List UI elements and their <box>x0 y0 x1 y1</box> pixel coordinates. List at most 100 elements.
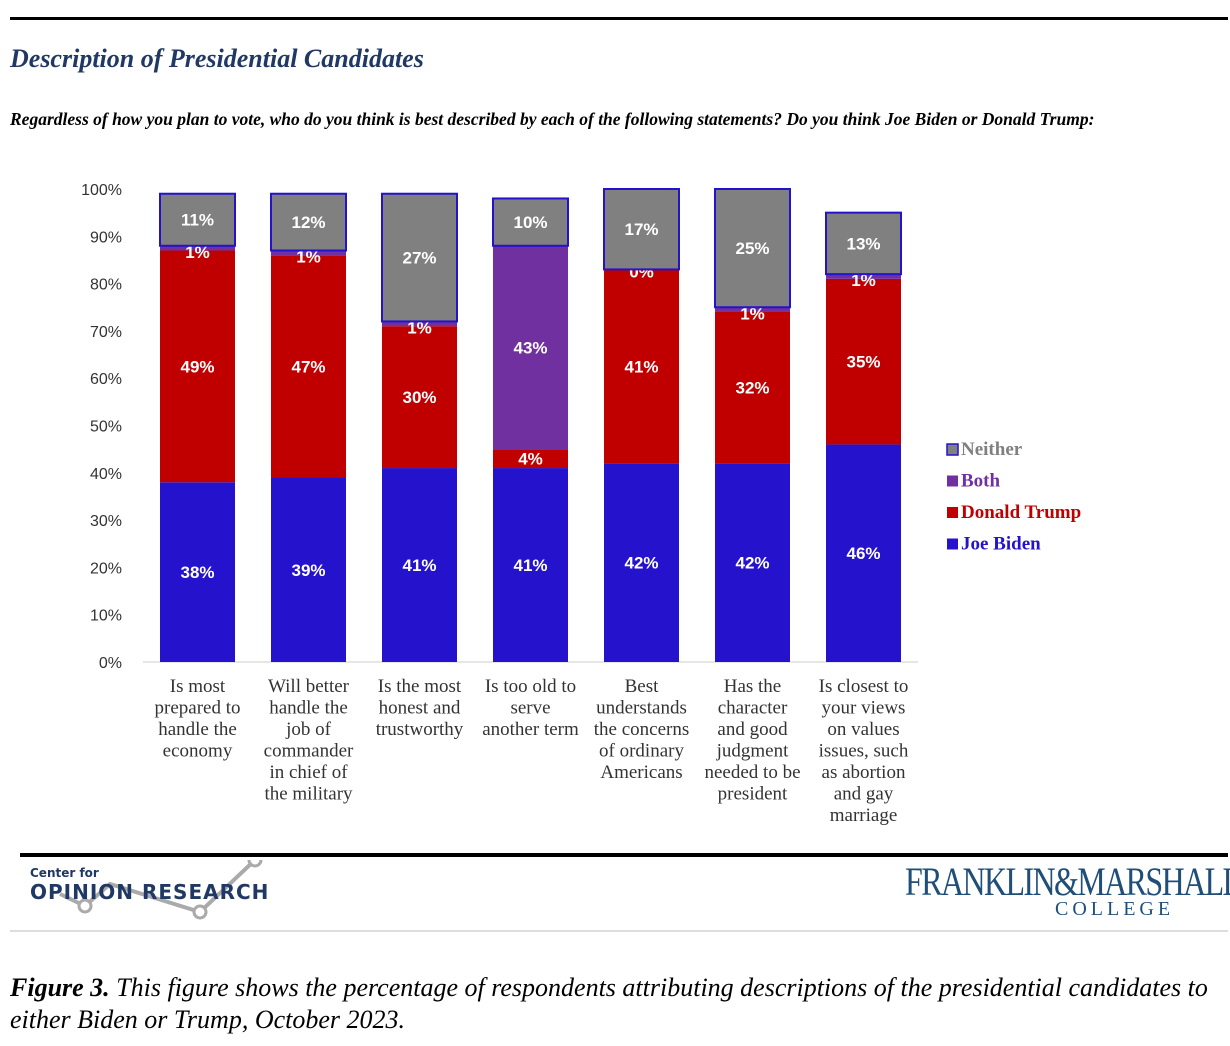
bar-segment-donald-trump <box>715 311 790 464</box>
bar-segment-neither <box>270 192 347 252</box>
x-category-label: president <box>718 784 788 805</box>
y-tick-label: 10% <box>90 608 122 625</box>
bar-segment-both <box>271 250 346 256</box>
x-category-label: Is closest to <box>819 676 909 697</box>
data-label: 47% <box>291 357 325 376</box>
y-tick-label: 80% <box>90 277 122 294</box>
x-category-label: your views <box>822 698 906 719</box>
y-tick-label: 40% <box>90 466 122 483</box>
x-category-label: and good <box>717 719 788 740</box>
x-category-label: job of <box>285 719 332 740</box>
data-label: 1% <box>740 304 765 323</box>
fm-logo-college: COLLEGE <box>1055 898 1175 920</box>
x-category-label: and gay <box>834 784 894 805</box>
x-category-label: Is too old to <box>485 676 576 697</box>
bar-segment-donald-trump <box>160 250 235 483</box>
legend-swatch <box>947 538 958 550</box>
caption-label: Figure 3. <box>10 973 110 1002</box>
bar-segment-both <box>493 245 568 450</box>
x-category-label: handle the <box>158 719 237 740</box>
data-label: 27% <box>402 249 436 268</box>
data-label: 17% <box>624 220 658 239</box>
y-tick-label: 30% <box>90 513 122 530</box>
data-label: 49% <box>180 357 214 376</box>
top-rule <box>10 17 1228 20</box>
legend-entry: Both <box>961 471 1001 492</box>
legend-swatch <box>947 507 958 518</box>
y-tick-label: 60% <box>90 371 122 388</box>
bar-segment-joe-biden <box>604 463 679 662</box>
x-category-label: Best <box>625 676 660 697</box>
legend-swatch <box>947 475 958 487</box>
bar-segment-joe-biden <box>271 477 346 662</box>
x-category-label: the military <box>264 784 353 805</box>
x-category-label: prepared to <box>155 698 241 719</box>
chart-subtitle: Regardless of how you plan to vote, who … <box>10 109 1095 129</box>
bar-segment-neither <box>381 192 458 323</box>
bar-segment-joe-biden <box>715 463 790 662</box>
x-category-label: another term <box>482 719 579 740</box>
y-tick-label: 50% <box>90 419 122 436</box>
x-category-label: marriage <box>830 805 898 826</box>
legend-entry: Neither <box>961 439 1023 460</box>
y-tick-label: 0% <box>99 655 122 672</box>
bar-segment-neither <box>714 188 791 309</box>
franklin-marshall-logo: FRANKLIN&MARSHALL COLLEGE <box>905 858 1230 920</box>
x-category-label: of ordinary <box>599 741 684 762</box>
x-category-label: issues, such <box>819 741 909 762</box>
logo-text-small: Center for <box>30 866 99 880</box>
x-category-label: judgment <box>716 741 789 762</box>
x-category-label: honest and <box>379 698 461 719</box>
bar-segment-neither <box>159 192 236 247</box>
legend-entry: Donald Trump <box>961 502 1081 523</box>
figure-caption: Figure 3. This figure shows the percenta… <box>10 972 1220 1036</box>
data-label: 41% <box>624 357 658 376</box>
bar-segment-neither <box>492 197 569 247</box>
data-label: 13% <box>846 234 880 253</box>
x-category-label: trustworthy <box>376 719 464 740</box>
x-category-label: commander <box>264 741 354 762</box>
bar-segment-joe-biden <box>493 468 568 662</box>
x-category-label: understands <box>596 698 687 719</box>
data-label: 12% <box>291 213 325 232</box>
x-category-label: Has the <box>724 676 782 697</box>
data-label: 1% <box>407 318 432 337</box>
data-label: 1% <box>851 271 876 290</box>
fm-logo-name: FRANKLIN&MARSHALL <box>905 859 1230 904</box>
bottom-rule <box>10 930 1228 932</box>
x-category-label: Is most <box>170 676 226 697</box>
bar-segment-both <box>715 307 790 312</box>
x-category-label: economy <box>163 741 233 762</box>
y-tick-label: 70% <box>90 324 122 341</box>
x-category-label: serve <box>510 698 550 719</box>
bar-segment-joe-biden <box>160 482 235 662</box>
bar-segment-donald-trump <box>271 255 346 478</box>
bar-segment-donald-trump <box>493 449 568 469</box>
logo-text-large: OPINION RESEARCH <box>30 880 270 904</box>
x-category-label: handle the <box>269 698 348 719</box>
bar-segment-both <box>826 274 901 279</box>
y-tick-label: 100% <box>81 182 122 199</box>
bar-segment-neither <box>825 211 902 276</box>
data-label: 41% <box>402 556 436 575</box>
bar-segment-donald-trump <box>604 269 679 464</box>
data-label: 42% <box>624 554 658 573</box>
bar-segment-joe-biden <box>382 468 457 662</box>
x-category-label: the concerns <box>594 719 689 740</box>
data-label: 46% <box>846 544 880 563</box>
caption-text: This figure shows the percentage of resp… <box>10 973 1208 1034</box>
data-label: 1% <box>296 247 321 266</box>
x-category-label: as abortion <box>822 762 906 783</box>
bar-segment-joe-biden <box>826 444 901 662</box>
legend-entry: Joe Biden <box>961 534 1041 555</box>
data-label: 35% <box>846 353 880 372</box>
bar-segment-both <box>160 245 235 251</box>
data-label: 43% <box>513 338 547 357</box>
stacked-bar-chart: 0% 10% 20% 30% 40% 50% 60% 70% 80% 90% 100% 38% 49% 1… <box>81 182 1081 826</box>
x-category-label: Americans <box>600 762 682 783</box>
y-tick-label: 90% <box>90 229 122 246</box>
x-category-label: Will better <box>268 676 350 697</box>
bar-segment-both <box>382 321 457 327</box>
data-label: 42% <box>735 554 769 573</box>
data-label: 25% <box>735 239 769 258</box>
